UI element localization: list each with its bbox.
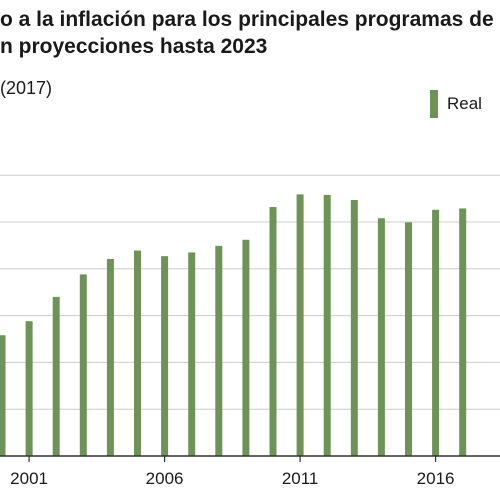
bar-2015: [405, 222, 412, 456]
bar-2000: [0, 335, 6, 456]
bar-2017: [459, 208, 467, 456]
legend-label-real: Real: [447, 94, 482, 113]
x-tick-label-2011: 2011: [282, 469, 319, 488]
legend: Real: [430, 90, 482, 118]
bar-2013: [350, 200, 358, 456]
bar-2006: [161, 256, 169, 456]
bar-2003: [79, 274, 87, 456]
bar-2007: [188, 252, 196, 456]
chart-title: o a la inflación para los principales pr…: [0, 6, 500, 60]
bar-2012: [323, 194, 331, 456]
bar-2016: [432, 209, 440, 456]
bar-2010: [269, 207, 277, 456]
chart-title-line-2: n proyecciones hasta 2023: [0, 35, 268, 58]
x-tick-label-2016: 2016: [417, 469, 455, 488]
x-tick-label-2001: 2001: [10, 469, 48, 488]
bar-2002: [52, 296, 60, 456]
legend-swatch-real: [430, 90, 438, 118]
y-axis-label: (2017): [0, 78, 53, 98]
bar-2008: [215, 245, 223, 456]
chart-title-line-1: o a la inflación para los principales pr…: [0, 8, 500, 31]
bar-2009: [242, 239, 250, 456]
bar-2014: [377, 218, 385, 456]
bar-2001: [25, 321, 33, 456]
bar-2011: [296, 194, 304, 456]
bar-2005: [134, 250, 141, 456]
bar-2004: [106, 258, 114, 456]
x-tick-label-2006: 2006: [146, 469, 184, 488]
